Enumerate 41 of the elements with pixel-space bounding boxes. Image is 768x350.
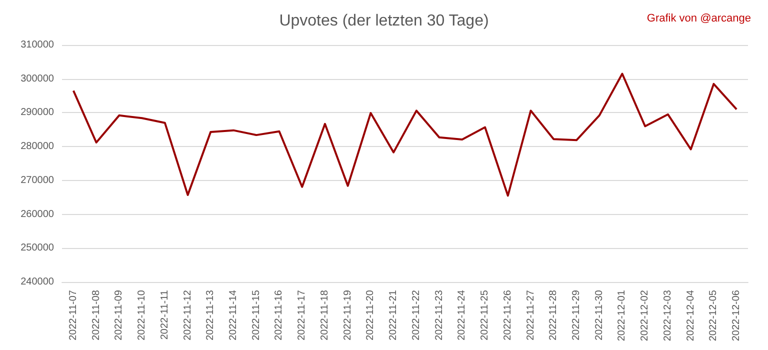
- x-tick-label: 2022-11-20: [365, 290, 376, 340]
- x-tick-label: 2022-12-05: [708, 290, 720, 342]
- x-tick-label: 2022-11-16: [274, 290, 285, 340]
- x-tick-label: 2022-11-14: [228, 290, 239, 340]
- x-tick-label: 2022-11-21: [388, 290, 400, 340]
- text: Grafik von @arcange: [646, 12, 752, 24]
- x-tick-label: 2022-11-13: [205, 290, 216, 340]
- x-tick-label: 2022-11-09: [114, 290, 125, 340]
- x-tick-label: 2022-11-10: [136, 290, 148, 340]
- x-tick-label: 2022-11-19: [342, 290, 354, 340]
- x-tick-label: 2022-11-26: [502, 290, 514, 340]
- x-tick-label: 2022-12-06: [731, 290, 742, 342]
- y-tick-label: 280000: [20, 141, 54, 152]
- x-tick-label: 2022-11-17: [296, 290, 308, 340]
- x-tick-label: 2022-12-03: [662, 290, 674, 342]
- x-tick-label: 2022-11-12: [182, 290, 194, 340]
- y-tick-label: 270000: [20, 174, 54, 186]
- x-tick-label: 2022-11-28: [548, 290, 560, 340]
- line-series: [72, 72, 738, 197]
- chart-title: Upvotes (der letzten 30 Tage): [279, 12, 489, 30]
- y-tick-label: 310000: [20, 40, 54, 50]
- y-tick-label: 290000: [20, 107, 54, 118]
- x-tick-label: 2022-11-22: [410, 290, 422, 340]
- x-tick-label: 2022-11-24: [456, 290, 468, 340]
- y-tick-label: 260000: [20, 208, 54, 220]
- x-tick-label: 2022-11-27: [525, 290, 536, 340]
- x-tick-label: 2022-12-04: [685, 290, 696, 342]
- x-tick-label: 2022-12-02: [640, 290, 651, 342]
- x-tick-label: 2022-11-18: [319, 290, 330, 340]
- y-tick-label: 240000: [20, 276, 54, 288]
- x-tick-label: 2022-12-01: [616, 290, 628, 342]
- x-tick-label: 2022-11-23: [434, 290, 445, 340]
- x-tick-label: 2022-11-29: [571, 290, 582, 340]
- x-tick-label: 2022-11-11: [159, 290, 170, 340]
- x-tick-label: 2022-11-08: [90, 290, 102, 340]
- x-tick-label: 2022-11-25: [480, 290, 491, 340]
- y-tick-label: 250000: [20, 242, 54, 254]
- y-tick-label: 300000: [20, 73, 54, 84]
- x-tick-label: 2022-11-30: [594, 290, 605, 340]
- x-tick-label: 2022-11-15: [250, 290, 262, 340]
- x-tick-label: 2022-11-07: [68, 290, 79, 340]
